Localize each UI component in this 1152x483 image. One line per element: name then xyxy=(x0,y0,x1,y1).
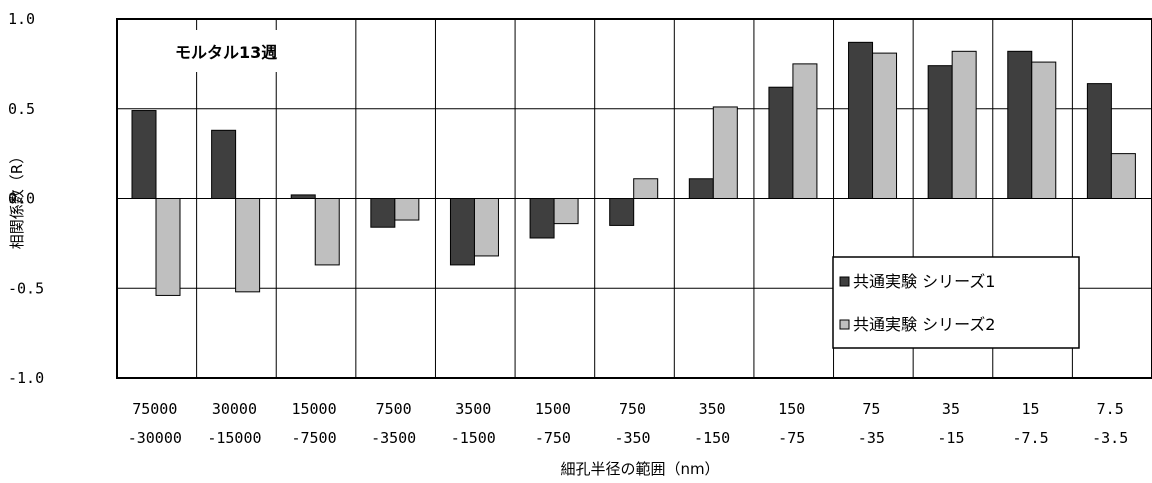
x-tick-label-top: 15 xyxy=(1022,400,1040,418)
legend-label-series-1: 共通実験 シリーズ1 xyxy=(853,272,995,291)
y-tick-label: 1.0 xyxy=(8,10,35,28)
plot-area-frame xyxy=(116,18,1152,379)
bar-series-1 xyxy=(529,198,555,239)
bar-series-2 xyxy=(394,198,420,221)
bar-series-2 xyxy=(951,50,977,200)
x-tick-label-bottom: -750 xyxy=(535,429,571,447)
x-tick-label-bottom: -350 xyxy=(614,429,650,447)
bar-series-1 xyxy=(848,41,874,199)
bar-series-1 xyxy=(609,198,635,226)
bar-series-2 xyxy=(633,178,659,200)
bar-series-2 xyxy=(872,52,898,200)
bar-series-2 xyxy=(1031,61,1057,199)
x-tick-label-bottom: -15000 xyxy=(207,429,261,447)
x-tick-label-bottom: -35 xyxy=(858,429,885,447)
bar-series-2 xyxy=(314,198,340,266)
x-tick-labels: 75000 -30000 30000 -15000 15000 -7500 7500 -350… xyxy=(128,400,1129,447)
bar-series-2 xyxy=(792,63,818,199)
x-tick-label-top: 75 xyxy=(862,400,880,418)
legend-box xyxy=(832,256,1080,349)
bar-series-1 xyxy=(211,129,237,199)
bar-series-2 xyxy=(553,198,579,225)
y-tick-label: 0.0 xyxy=(8,190,35,208)
x-tick-label-bottom: -150 xyxy=(694,429,730,447)
bar-series-1 xyxy=(688,178,714,200)
x-tick-label-top: 30000 xyxy=(212,400,257,418)
x-tick-label-top: 75000 xyxy=(132,400,177,418)
y-tick-labels: 1.0 0.5 0.0 -0.5 -1.0 xyxy=(8,10,44,387)
x-tick-label-bottom: -15 xyxy=(937,429,964,447)
bar-series-1 xyxy=(768,86,794,199)
legend-swatch-series-2 xyxy=(839,319,850,330)
x-tick-label-top: 7500 xyxy=(376,400,412,418)
x-tick-label-bottom: -75 xyxy=(778,429,805,447)
y-tick-label: -0.5 xyxy=(8,279,44,297)
bar-series-1 xyxy=(370,198,396,228)
legend-swatch-series-1 xyxy=(839,276,850,287)
x-tick-label-top: 15000 xyxy=(291,400,336,418)
bar-series-1 xyxy=(290,194,316,200)
x-tick-label-bottom: -1500 xyxy=(451,429,496,447)
bar-series-1 xyxy=(131,110,157,199)
x-tick-label-top: 1500 xyxy=(535,400,571,418)
x-tick-label-bottom: -30000 xyxy=(128,429,182,447)
bars xyxy=(131,41,1136,296)
bar-series-2 xyxy=(235,198,261,293)
x-tick-label-top: 150 xyxy=(778,400,805,418)
x-tick-label-bottom: -3.5 xyxy=(1092,429,1128,447)
y-tick-label: -1.0 xyxy=(8,369,44,387)
annotation-text: モルタル13週 xyxy=(175,43,277,62)
bar-series-1 xyxy=(449,198,475,266)
x-tick-label-top: 3500 xyxy=(455,400,491,418)
bar-series-1 xyxy=(927,65,953,199)
x-tick-label-bottom: -7500 xyxy=(291,429,336,447)
x-axis-title: 細孔半径の範囲（nm） xyxy=(560,460,719,478)
legend-label-series-2: 共通実験 シリーズ2 xyxy=(853,315,995,334)
x-tick-label-top: 35 xyxy=(942,400,960,418)
x-tick-label-bottom: -3500 xyxy=(371,429,416,447)
bar-series-2 xyxy=(155,198,181,296)
bar-series-2 xyxy=(473,198,499,257)
annotation-box: モルタル13週 xyxy=(155,30,353,72)
y-axis-title: 相関係数（R） xyxy=(8,149,26,249)
x-tick-label-top: 750 xyxy=(619,400,646,418)
bar-series-2 xyxy=(1110,153,1136,199)
x-tick-label-bottom: -7.5 xyxy=(1013,429,1049,447)
legend: 共通実験 シリーズ1 共通実験 シリーズ2 xyxy=(832,256,1080,349)
x-tick-label-top: 350 xyxy=(699,400,726,418)
bar-series-1 xyxy=(1086,83,1112,199)
y-tick-label: 0.5 xyxy=(8,100,35,118)
bar-series-1 xyxy=(1007,50,1033,200)
bar-series-2 xyxy=(712,106,738,199)
x-tick-label-top: 7.5 xyxy=(1097,400,1124,418)
